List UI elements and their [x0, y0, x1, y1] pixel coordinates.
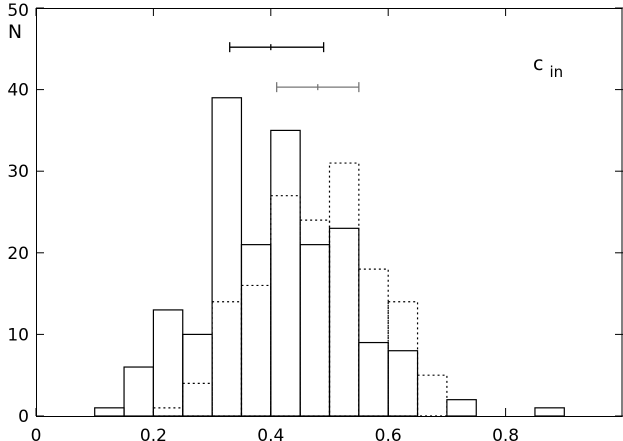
dotted-histogram-bar — [152, 407, 184, 417]
solid-histogram-series — [94, 97, 565, 417]
solid-histogram-bar — [152, 309, 184, 417]
y-tick-label: 0 — [18, 407, 29, 427]
solid-histogram-bar — [123, 366, 155, 417]
x-tick-label: 0.4 — [257, 426, 284, 441]
dotted-histogram-bar — [270, 195, 301, 417]
dotted-histogram-bar — [240, 284, 272, 417]
solid-histogram-bar — [270, 129, 301, 417]
x-tick-label: 0.8 — [492, 426, 519, 441]
solid-histogram-bar — [358, 341, 389, 417]
error-bar — [276, 82, 360, 93]
solid-histogram-bar — [299, 244, 331, 417]
error-bars — [229, 42, 360, 93]
solid-histogram-bar — [446, 399, 477, 417]
solid-histogram-bar — [534, 407, 565, 417]
dotted-histogram-bar — [416, 374, 448, 417]
panel-label: c in — [533, 53, 563, 81]
error-bar — [229, 42, 325, 53]
y-tick-label: 40 — [7, 81, 29, 101]
solid-histogram-bar — [387, 350, 419, 417]
solid-histogram-bar — [328, 227, 360, 417]
dotted-histogram-bar — [182, 382, 213, 417]
panel-label-main: c — [533, 53, 543, 75]
x-tick-label: 0 — [31, 426, 42, 441]
x-tick-label: 0.6 — [375, 426, 402, 441]
y-tick-label: 50 — [7, 1, 29, 21]
y-tick-label: 20 — [7, 244, 29, 264]
x-tick-label: 0.2 — [140, 426, 167, 441]
y-axis: 0 10 20 30 40 50 — [7, 1, 623, 427]
y-tick-label: 30 — [7, 162, 29, 182]
dotted-histogram-bar — [299, 219, 331, 417]
dotted-histogram-bar — [211, 301, 243, 417]
solid-histogram-bar — [182, 333, 213, 417]
solid-histogram-bar — [211, 97, 243, 417]
y-tick-label: 10 — [7, 325, 29, 345]
plot-frame — [36, 8, 623, 417]
dotted-histogram-bar — [328, 162, 360, 417]
y-axis-label: N — [8, 21, 22, 43]
solid-histogram-bar — [240, 244, 272, 417]
x-axis: 0 0.2 0.4 0.6 0.8 — [31, 8, 519, 441]
dotted-histogram-bar — [387, 301, 419, 417]
panel-label-subscript: in — [550, 63, 564, 81]
solid-histogram-bar — [94, 407, 125, 417]
